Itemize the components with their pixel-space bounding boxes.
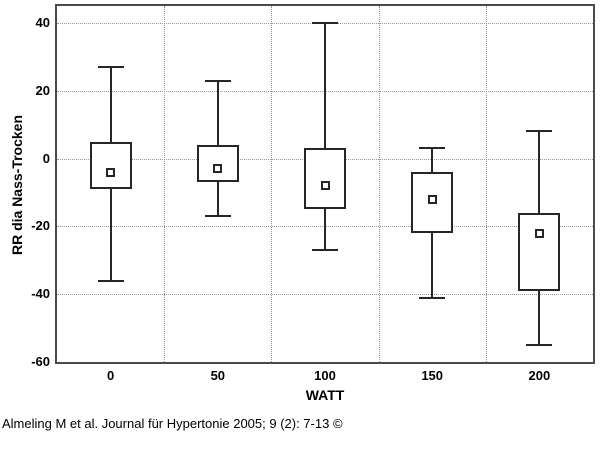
iqr-box bbox=[196, 145, 239, 183]
y-tick-label: 20 bbox=[35, 82, 50, 98]
median-marker bbox=[320, 181, 330, 191]
vertical-gridline bbox=[164, 6, 166, 362]
horizontal-gridline bbox=[57, 294, 593, 296]
y-tick-label: -20 bbox=[31, 218, 50, 234]
median-marker bbox=[213, 164, 223, 174]
y-axis-title: RR dia Nass-Trocken bbox=[9, 114, 25, 256]
whisker-cap-min bbox=[204, 215, 231, 218]
y-tick-label: 0 bbox=[42, 150, 50, 166]
iqr-box bbox=[518, 212, 561, 291]
median-marker bbox=[534, 228, 544, 238]
median-marker bbox=[106, 167, 116, 177]
whisker-cap-max bbox=[419, 147, 446, 150]
x-tick-label: 200 bbox=[528, 368, 551, 383]
vertical-gridline bbox=[271, 6, 273, 362]
whisker-cap-min bbox=[97, 279, 124, 282]
x-tick-label: 50 bbox=[210, 368, 226, 383]
whisker-cap-max bbox=[204, 79, 231, 82]
whisker-cap-max bbox=[526, 130, 553, 133]
median-marker bbox=[427, 194, 437, 204]
x-axis-title: WATT bbox=[305, 387, 345, 403]
whisker-cap-min bbox=[312, 249, 338, 252]
iqr-box bbox=[304, 148, 346, 210]
x-tick-label: 0 bbox=[106, 368, 115, 383]
plot-area bbox=[55, 4, 595, 364]
y-tick-label: -40 bbox=[31, 286, 50, 302]
x-tick-label: 150 bbox=[421, 368, 444, 383]
iqr-box bbox=[89, 141, 132, 190]
y-tick-label: -60 bbox=[31, 354, 50, 369]
vertical-gridline bbox=[378, 6, 380, 362]
x-tick-label: 100 bbox=[314, 368, 336, 383]
vertical-gridline bbox=[485, 6, 487, 362]
whisker-cap-max bbox=[312, 21, 338, 24]
citation-text: Almeling M et al. Journal für Hypertonie… bbox=[2, 416, 343, 431]
whisker-stem bbox=[324, 22, 326, 251]
y-tick-label: 40 bbox=[35, 14, 50, 30]
whisker-cap-min bbox=[419, 296, 446, 299]
whisker-cap-min bbox=[526, 344, 553, 347]
whisker-cap-max bbox=[97, 66, 124, 69]
